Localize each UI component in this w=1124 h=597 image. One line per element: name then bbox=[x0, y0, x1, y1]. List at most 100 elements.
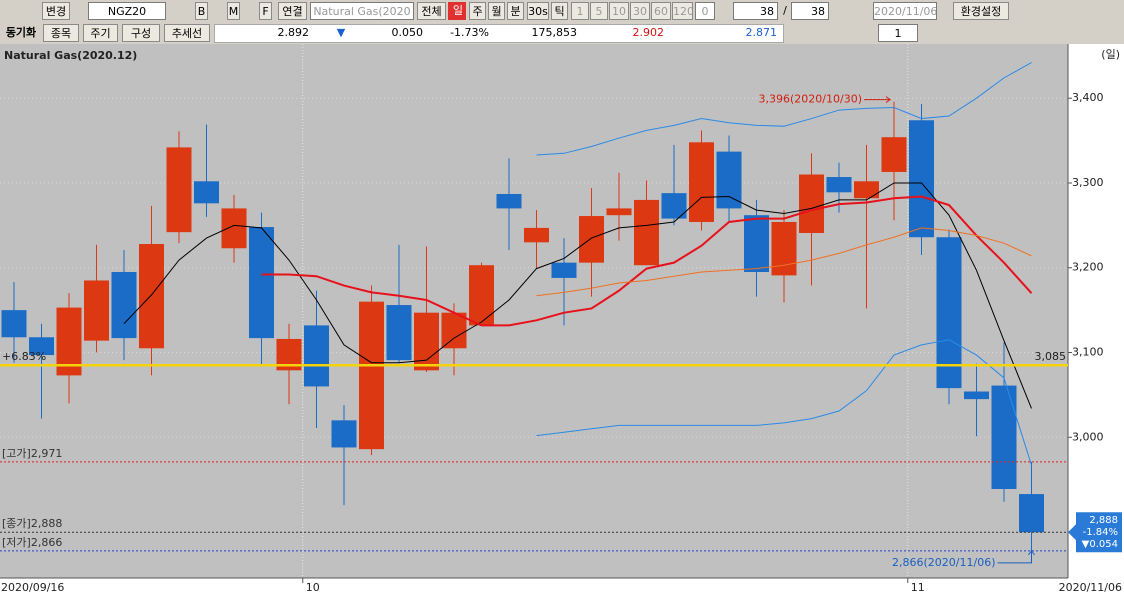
candle-body bbox=[689, 142, 714, 222]
candle-body bbox=[799, 174, 824, 233]
candle-body bbox=[551, 262, 577, 278]
candle-body bbox=[249, 227, 274, 339]
candle-body bbox=[524, 227, 549, 243]
candle-body bbox=[1019, 494, 1044, 533]
toolbar-item: 2.902 bbox=[632, 26, 665, 39]
toolbar-item[interactable]: 연결 bbox=[278, 2, 307, 20]
candle-body bbox=[606, 208, 632, 216]
x-tick-label: 2020/09/16 bbox=[1, 581, 64, 594]
toolbar-item[interactable]: 전체 bbox=[417, 2, 446, 20]
candle-body bbox=[304, 325, 329, 387]
toolbar-item[interactable]: 환경설정 bbox=[953, 2, 1009, 20]
toolbar-item[interactable]: NGZ20 bbox=[88, 2, 166, 20]
x-axis-area bbox=[0, 578, 1068, 597]
candle-body bbox=[221, 208, 247, 249]
candle-body bbox=[331, 420, 357, 448]
price-box bbox=[1068, 512, 1122, 553]
toolbar-item[interactable]: 일 bbox=[448, 2, 466, 20]
reference-label: [고가]2,971 bbox=[2, 447, 62, 460]
price-box-text: 2,888 bbox=[1089, 515, 1118, 526]
y-tick-label: 3,000 bbox=[1072, 430, 1104, 443]
candle-body bbox=[139, 244, 164, 349]
candle-body bbox=[991, 385, 1017, 489]
candle-body bbox=[716, 151, 742, 209]
candle-body bbox=[771, 221, 797, 276]
candle-body bbox=[84, 280, 109, 341]
toolbar-item[interactable]: 120 bbox=[672, 2, 693, 20]
toolbar-item[interactable]: 30 bbox=[630, 2, 650, 20]
toolbar-item[interactable]: 38 bbox=[791, 2, 829, 20]
candle-body bbox=[936, 237, 962, 389]
chart-title: Natural Gas(2020.12) bbox=[4, 49, 137, 62]
y-tick-label: 3,400 bbox=[1072, 91, 1104, 104]
annotation-arrow bbox=[864, 96, 892, 104]
indicator-line bbox=[536, 62, 1032, 156]
candle-body bbox=[881, 137, 907, 172]
candle-body bbox=[964, 391, 989, 400]
toolbar-item[interactable]: 분 bbox=[507, 2, 524, 20]
indicator-line bbox=[123, 182, 1032, 409]
x-tick-label: 2020/11/06 bbox=[1059, 581, 1122, 594]
y-axis-area bbox=[1068, 44, 1124, 597]
toolbar-item[interactable]: B bbox=[195, 2, 208, 20]
toolbar-item: 2.892 bbox=[277, 26, 310, 39]
toolbar-item[interactable]: 변경 bbox=[42, 2, 70, 20]
y-tick-label: 3,200 bbox=[1072, 261, 1104, 274]
toolbar-item[interactable]: Natural Gas(2020 bbox=[310, 2, 414, 20]
toolbar-item[interactable]: 주 bbox=[469, 2, 486, 20]
indicator-line bbox=[536, 339, 1032, 466]
candle-body bbox=[634, 199, 659, 266]
toolbar-item[interactable]: 10 bbox=[609, 2, 629, 20]
toolbar-item[interactable]: 월 bbox=[488, 2, 505, 20]
x-tick-label: 11 bbox=[911, 581, 925, 594]
candle-body bbox=[854, 181, 879, 199]
reference-label: 3,085 bbox=[1035, 350, 1067, 363]
price-box-text: ▼0.054 bbox=[1082, 539, 1118, 550]
toolbar-item[interactable]: 추세선 bbox=[164, 24, 210, 42]
toolbar-item[interactable]: 종목 bbox=[43, 24, 79, 42]
annotation-arrow bbox=[997, 549, 1035, 564]
candle-body bbox=[111, 271, 137, 339]
annotation: 2,866(2020/11/06) bbox=[892, 556, 995, 569]
reference-label: [저가]2,866 bbox=[2, 536, 62, 549]
toolbar-item[interactable]: F bbox=[259, 2, 272, 20]
toolbar-item: 0.050 bbox=[391, 26, 424, 39]
x-tick-label: 10 bbox=[306, 581, 320, 594]
toolbar-item: 동기화 bbox=[5, 26, 37, 39]
plot bbox=[0, 44, 1068, 578]
candle-body bbox=[826, 177, 852, 193]
indicator-line bbox=[536, 227, 1032, 297]
candle-body bbox=[744, 215, 769, 272]
toolbar-item[interactable]: 틱 bbox=[551, 2, 568, 20]
quote-bar bbox=[214, 24, 784, 43]
toolbar-item[interactable]: 60 bbox=[651, 2, 671, 20]
candle-body bbox=[1, 310, 27, 338]
reference-label: [종가]2,888 bbox=[2, 517, 62, 530]
reference-left-label: +6.83% bbox=[2, 350, 46, 363]
y-tick-label: 3,100 bbox=[1072, 346, 1104, 359]
toolbar-item[interactable]: 주기 bbox=[83, 24, 118, 42]
toolbar-item: 2.871 bbox=[745, 26, 778, 39]
indicator-line bbox=[261, 195, 1033, 327]
toolbar-item[interactable]: 구성 bbox=[122, 24, 160, 42]
candle-body bbox=[386, 305, 412, 361]
price-box-text: -1.84% bbox=[1083, 527, 1118, 538]
toolbar-item[interactable]: 0 bbox=[695, 2, 715, 20]
toolbar-item[interactable]: 1 bbox=[571, 2, 589, 20]
period-label: (일) bbox=[1101, 47, 1120, 61]
candle-body bbox=[469, 265, 494, 326]
toolbar-item: -1.73% bbox=[450, 26, 489, 39]
chart: Natural Gas(2020.12) (일) 3,000 3,100 3,200… bbox=[0, 44, 1124, 597]
candle-body bbox=[166, 147, 192, 233]
candle-body bbox=[909, 120, 934, 238]
toolbar-item[interactable]: 38 bbox=[733, 2, 778, 20]
toolbar-item[interactable]: 2020/11/06 bbox=[873, 2, 937, 20]
candle-body bbox=[194, 181, 219, 204]
toolbar-item[interactable]: 1 bbox=[878, 24, 918, 42]
toolbar-item: / bbox=[783, 4, 787, 17]
annotation: 3,396(2020/10/30) bbox=[759, 93, 862, 106]
toolbar-item[interactable]: 5 bbox=[590, 2, 608, 20]
toolbar-item[interactable]: 30s bbox=[527, 2, 549, 20]
candle-body bbox=[359, 301, 384, 450]
toolbar-item[interactable]: M bbox=[227, 2, 240, 20]
